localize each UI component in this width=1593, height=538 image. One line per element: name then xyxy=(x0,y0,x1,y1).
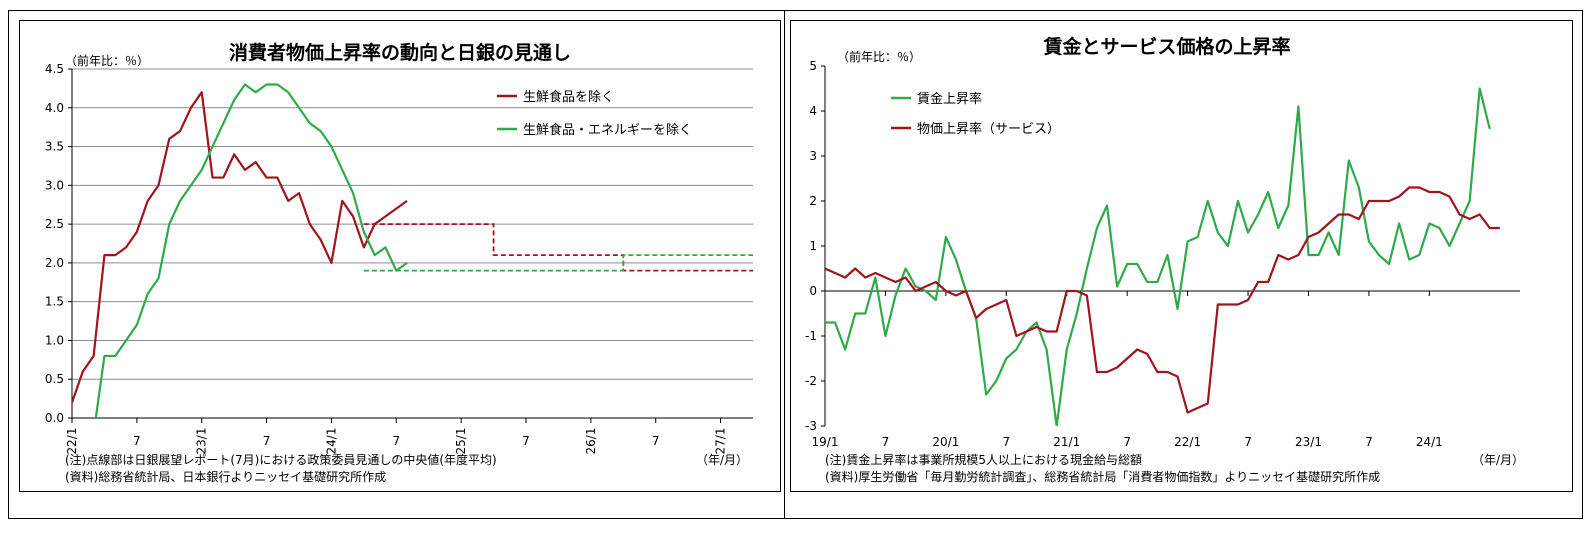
x-tick-label: 19/1 xyxy=(812,435,839,449)
forecast-line xyxy=(363,223,753,272)
x-tick-label: 7 xyxy=(1002,435,1010,449)
y-tick-label: 0.5 xyxy=(45,372,64,386)
y-tick-label: 3.0 xyxy=(45,178,64,192)
series-layer xyxy=(825,87,1500,426)
series-line xyxy=(825,186,1500,414)
y-tick-label: 4.0 xyxy=(45,101,64,115)
y-tick-label: 1.0 xyxy=(45,333,64,347)
series-line xyxy=(94,83,408,418)
y-tick-label: -2 xyxy=(805,374,817,388)
y-tick-label: 4 xyxy=(809,104,817,118)
x-tick-label: 26/1 xyxy=(584,428,598,455)
series-line xyxy=(72,91,408,403)
x-tick-label: 7 xyxy=(1123,435,1131,449)
wage-service-chart: 賃金とサービス価格の上昇率 （前年比：％） （年/月） (注)賃金上昇率は事業所… xyxy=(805,35,1524,484)
x-tick-label: 7 xyxy=(392,434,400,448)
wage-service-chart-panel: 賃金とサービス価格の上昇率 （前年比：％） （年/月） (注)賃金上昇率は事業所… xyxy=(790,20,1573,492)
chart-title: 賃金とサービス価格の上昇率 xyxy=(1042,35,1290,58)
chart-note: (注)賃金上昇率は事業所規模5人以上における現金給与総額 xyxy=(825,452,1142,467)
x-tick-label: 27/1 xyxy=(714,428,728,455)
y-tick-label: -3 xyxy=(805,419,817,433)
y-tick-label: 1 xyxy=(809,239,817,253)
x-tick-label: 7 xyxy=(133,434,141,448)
legend-label: 生鮮食品を除く xyxy=(523,89,614,105)
x-tick-label: 7 xyxy=(652,434,660,448)
y-tick-label: 4.5 xyxy=(45,62,64,76)
y-tick-label: 2 xyxy=(809,194,817,208)
x-axis-label: （年/月） xyxy=(696,453,748,467)
series-line xyxy=(825,87,1491,426)
x-tick-label: 7 xyxy=(882,435,890,449)
series-layer xyxy=(72,83,753,418)
y-axis-label: （前年比：％） xyxy=(837,49,921,64)
x-tick-label: 21/1 xyxy=(1053,435,1080,449)
x-tick-label: 23/1 xyxy=(1295,435,1322,449)
x-tick-label: 7 xyxy=(1365,435,1373,449)
y-tick-label: 2.0 xyxy=(45,256,64,270)
x-tick-label: 7 xyxy=(522,434,530,448)
legend-label: 生鮮食品・エネルギーを除く xyxy=(523,122,692,138)
chart-title: 消費者物価上昇率の動向と日銀の見通し xyxy=(229,41,571,64)
forecast-line xyxy=(363,254,753,272)
y-tick-label: 3 xyxy=(809,149,817,163)
y-tick-label: 0 xyxy=(809,284,817,298)
y-tick-label: 5 xyxy=(809,59,817,73)
x-tick-label: 7 xyxy=(263,434,271,448)
x-tick-label: 20/1 xyxy=(932,435,959,449)
legend-label: 物価上昇率（サービス） xyxy=(917,121,1060,137)
y-tick-label: 0.0 xyxy=(45,411,64,425)
x-tick-label: 22/1 xyxy=(65,428,79,455)
legend-label: 賃金上昇率 xyxy=(917,91,982,107)
y-tick-label: 2.5 xyxy=(45,217,64,231)
x-tick-label: 24/1 xyxy=(1416,435,1443,449)
chart-source: (資料)厚生労働省「毎月勤労統計調査」、総務省統計局「消費者物価指数」よりニッセ… xyxy=(825,469,1380,484)
chart-note: (注)点線部は日銀展望レポート(7月)における政策委員見通しの中央値(年度平均) xyxy=(65,452,497,467)
y-axis-label: （前年比：％） xyxy=(65,53,149,68)
x-tick-label: 22/1 xyxy=(1174,435,1201,449)
chart-source: (資料)総務省統計局、日本銀行よりニッセイ基礎研究所作成 xyxy=(65,469,386,484)
y-tick-label: 1.5 xyxy=(45,295,64,309)
x-tick-label: 25/1 xyxy=(454,428,468,455)
cpi-chart: 消費者物価上昇率の動向と日銀の見通し （前年比：％） （年/月） (注)点線部は… xyxy=(45,41,753,484)
x-axis-label: （年/月） xyxy=(1472,453,1524,467)
cpi-chart-panel: 消費者物価上昇率の動向と日銀の見通し （前年比：％） （年/月） (注)点線部は… xyxy=(19,20,781,492)
x-tick-label: 7 xyxy=(1244,435,1252,449)
plot-area: 0.0 0.5 1.0 1.5 2.0 2.5 3.0 3.5 4.0 4.5 22/1 7 23/1 7… xyxy=(45,62,753,454)
y-tick-label: -1 xyxy=(805,329,817,343)
x-tick-label: 23/1 xyxy=(195,428,209,455)
plot-area: -3 -2 -1 0 1 2 3 4 5 19/1 7 20/1 7 21/1 7 22/1 7 23/1 7 24/… xyxy=(805,59,1520,449)
x-tick-label: 24/1 xyxy=(324,428,338,455)
y-tick-label: 3.5 xyxy=(45,140,64,154)
